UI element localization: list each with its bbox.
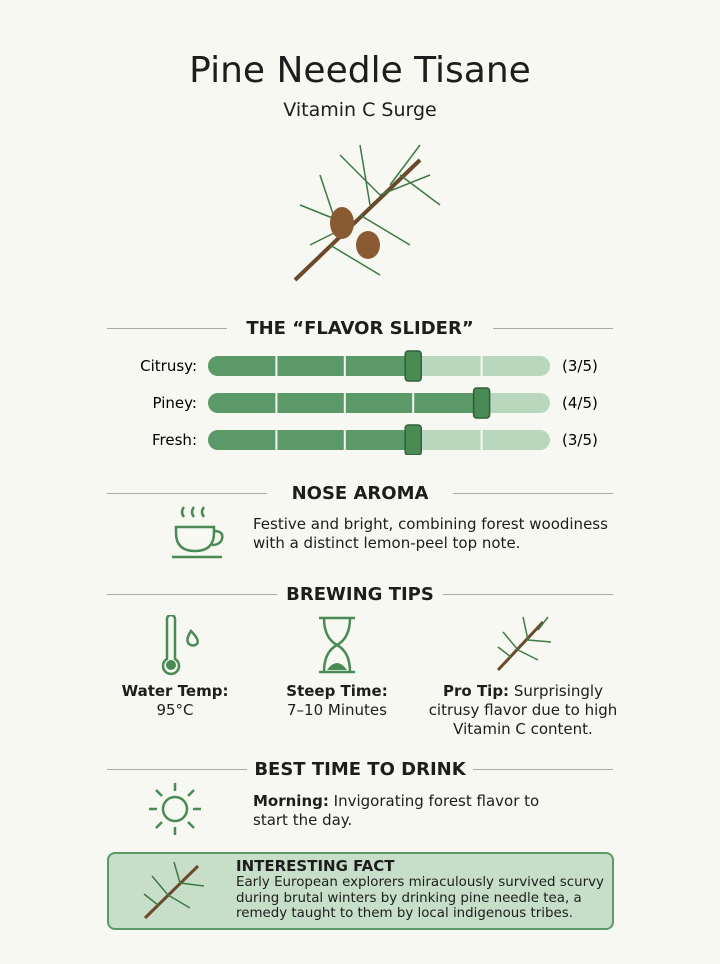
text: Invigorating forest flavor to start the …	[253, 792, 540, 829]
slider-rating: (3/5)	[562, 431, 598, 449]
slider-knob	[404, 350, 422, 382]
tea-cup-icon	[172, 506, 224, 559]
flavor-sliders: Citrusy: (3/5) Piney: (4/5) Fresh: (3/5)	[140, 350, 598, 455]
section-heading: BREWING TIPS	[286, 584, 434, 605]
slider-label: Piney:	[153, 394, 197, 412]
rule	[107, 594, 277, 595]
tip-text: 7–10 Minutes	[287, 701, 387, 719]
tip: Steep Time: 7–10 Minutes	[277, 682, 397, 720]
thermometer-icon	[161, 615, 199, 676]
rule	[107, 769, 247, 770]
slider-fill	[208, 430, 414, 450]
fact-text: Early European explorers miraculously su…	[236, 875, 604, 921]
tip-text: Water Temp:	[121, 682, 229, 700]
tip-text: Surprisingly citrusy flavor due to high …	[428, 682, 618, 738]
rule	[453, 493, 613, 494]
tip: Pro Tip: Surprisingly citrusy flavor due…	[423, 682, 623, 739]
slider-fill	[208, 356, 414, 376]
rule	[493, 328, 613, 329]
slider-knob	[404, 424, 422, 455]
tip-text: Pro Tip:	[443, 682, 510, 700]
title: Pine Needle Tisane	[189, 50, 531, 91]
slider-label: Fresh:	[152, 431, 197, 449]
fact-box	[107, 852, 614, 930]
sun-icon	[149, 783, 201, 835]
tip-text: Steep Time:	[286, 682, 388, 700]
section-heading: BEST TIME TO DRINK	[254, 759, 466, 780]
rule	[473, 769, 613, 770]
slider-label: Citrusy:	[140, 357, 197, 375]
section-heading: THE “FLAVOR SLIDER”	[246, 318, 474, 339]
slider-rating: (4/5)	[562, 394, 598, 412]
rule	[107, 328, 227, 329]
slider-rating: (3/5)	[562, 357, 598, 375]
rule	[443, 594, 613, 595]
pine-illustration	[293, 144, 441, 282]
tip: Water Temp: 95°C	[115, 682, 235, 720]
subtitle: Vitamin C Surge	[283, 99, 437, 121]
rule	[107, 493, 267, 494]
hourglass-icon	[319, 616, 355, 674]
best-time-text: Morning: Invigorating forest flavor to s…	[253, 792, 543, 830]
slider-knob	[472, 387, 491, 419]
pine-branch-icon	[143, 861, 205, 920]
section-heading: NOSE AROMA	[291, 483, 429, 504]
aroma-text: Festive and bright, combining forest woo…	[253, 515, 608, 552]
fact-heading: INTERESTING FACT	[236, 857, 395, 875]
tip-text: 95°C	[156, 701, 194, 719]
pine-branch-icon	[496, 616, 552, 672]
label: Morning:	[253, 792, 329, 810]
